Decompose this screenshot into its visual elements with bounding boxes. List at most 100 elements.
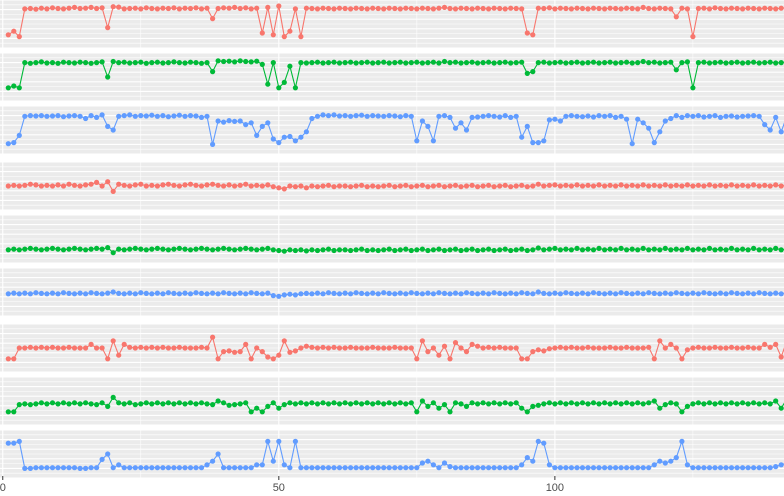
data-point <box>121 291 127 297</box>
data-point <box>143 183 149 189</box>
data-point <box>568 290 575 296</box>
data-point <box>193 401 199 407</box>
data-point <box>270 400 276 406</box>
data-point <box>143 345 149 351</box>
data-point <box>651 462 657 468</box>
data-point <box>309 344 315 350</box>
data-point <box>497 247 503 253</box>
data-point <box>336 291 343 297</box>
data-point <box>629 345 635 351</box>
data-point <box>182 182 188 188</box>
data-point <box>165 181 171 187</box>
data-point <box>475 465 481 471</box>
data-point <box>11 182 17 188</box>
data-point <box>132 345 138 351</box>
data-point <box>397 6 403 12</box>
data-point <box>778 291 784 297</box>
data-point <box>452 290 459 296</box>
data-point <box>204 60 210 66</box>
data-point <box>49 465 56 471</box>
data-point <box>77 290 83 296</box>
data-point <box>381 290 387 296</box>
data-point <box>309 400 315 406</box>
data-point <box>331 344 337 350</box>
data-point <box>33 6 39 12</box>
data-point <box>430 59 436 65</box>
data-point <box>452 59 459 65</box>
data-point <box>22 465 28 471</box>
data-point <box>602 465 608 471</box>
data-point <box>751 291 757 297</box>
data-point <box>552 465 558 471</box>
data-point <box>414 183 420 189</box>
data-point <box>602 291 608 297</box>
data-point <box>712 113 718 119</box>
data-point <box>265 4 271 10</box>
data-point <box>463 5 470 12</box>
data-point <box>215 118 221 124</box>
data-point <box>287 133 293 140</box>
data-point <box>441 460 448 466</box>
data-point <box>276 247 282 254</box>
data-point <box>353 345 359 351</box>
data-point <box>171 290 177 296</box>
data-point <box>684 182 691 188</box>
data-point <box>99 183 105 189</box>
data-point <box>292 247 298 254</box>
data-point <box>596 113 602 119</box>
data-point <box>762 400 768 406</box>
data-point <box>392 60 398 66</box>
data-point <box>635 247 641 253</box>
data-point <box>270 293 276 299</box>
data-point <box>717 465 724 471</box>
data-point <box>281 34 287 40</box>
data-point <box>71 182 78 188</box>
data-point <box>475 401 481 407</box>
data-point <box>116 352 122 358</box>
data-point <box>149 291 155 297</box>
data-point <box>745 247 751 253</box>
data-point <box>408 247 414 254</box>
data-point <box>60 465 67 471</box>
data-point <box>259 123 265 129</box>
data-point <box>508 465 514 471</box>
data-point <box>386 113 392 119</box>
data-point <box>336 247 343 253</box>
data-point <box>646 5 652 12</box>
data-point <box>590 59 597 65</box>
data-point <box>530 247 536 253</box>
data-point <box>83 60 89 66</box>
data-point <box>535 438 541 444</box>
data-point <box>27 113 33 119</box>
data-point <box>491 5 497 11</box>
data-point <box>602 6 608 12</box>
data-point <box>364 59 370 65</box>
data-point <box>745 5 751 11</box>
data-point <box>447 356 453 362</box>
data-point <box>662 245 668 251</box>
data-point <box>193 345 199 351</box>
data-point <box>392 344 398 350</box>
data-point <box>635 345 641 351</box>
data-point <box>110 58 116 65</box>
data-point <box>187 465 194 471</box>
data-point <box>248 356 254 362</box>
data-point <box>314 113 321 119</box>
data-point <box>132 402 138 408</box>
data-point <box>657 183 663 189</box>
data-point <box>585 60 591 66</box>
data-point <box>629 401 635 407</box>
data-point <box>259 291 265 297</box>
data-point <box>336 465 343 471</box>
data-point <box>149 5 155 12</box>
data-point <box>331 400 337 406</box>
data-point <box>27 245 33 251</box>
data-point <box>524 70 530 76</box>
data-point <box>740 113 746 119</box>
data-point <box>16 402 22 408</box>
data-point <box>154 6 160 12</box>
data-point <box>436 405 442 411</box>
data-point <box>624 5 630 11</box>
data-point <box>381 401 387 407</box>
